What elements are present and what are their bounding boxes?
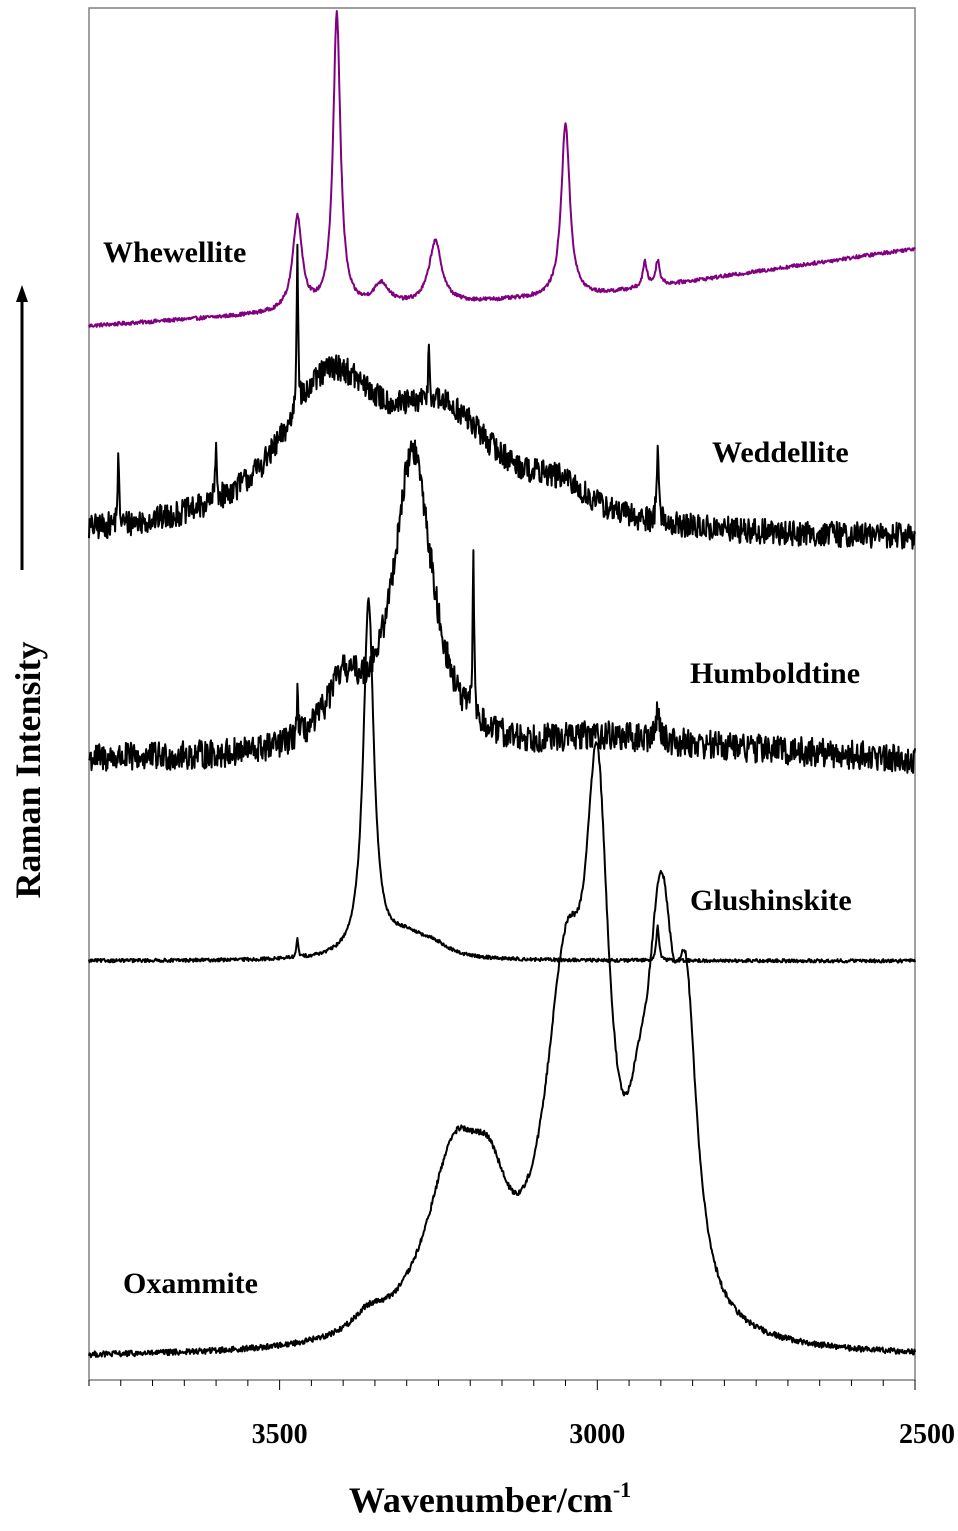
spectra-series: [88, 10, 916, 1359]
x-axis-title-text: Wavenumber/cm: [349, 1480, 613, 1520]
series-line-weddellite: [88, 243, 916, 550]
series-line-glushinskite: [88, 597, 916, 964]
x-tick-label: 3000: [569, 1419, 625, 1450]
x-axis-title-superscript: -1: [613, 1477, 631, 1502]
y-axis-arrow: [16, 285, 28, 570]
x-axis-title: Wavenumber/cm-1: [349, 1477, 631, 1520]
y-axis-title: Raman Intensity: [8, 641, 48, 898]
series-label-whewellite: Whewellite: [103, 236, 246, 269]
series-labels: Whewellite Weddellite Humboldtine Glushinsk…: [103, 236, 860, 1300]
series-label-oxammite: Oxammite: [123, 1267, 258, 1300]
plot-frame: [88, 7, 916, 1381]
series-label-humboldtine: Humboldtine: [690, 657, 860, 690]
series-line-humboldtine: [88, 439, 916, 774]
series-line-whewellite: [88, 10, 916, 328]
series-label-weddellite: Weddellite: [712, 436, 849, 469]
x-axis: 3500 3000 2500: [88, 1380, 955, 1450]
x-tick-label: 3500: [252, 1419, 308, 1450]
x-tick-label: 2500: [899, 1419, 955, 1450]
series-label-glushinskite: Glushinskite: [690, 884, 852, 917]
series-line-oxammite: [88, 741, 916, 1359]
